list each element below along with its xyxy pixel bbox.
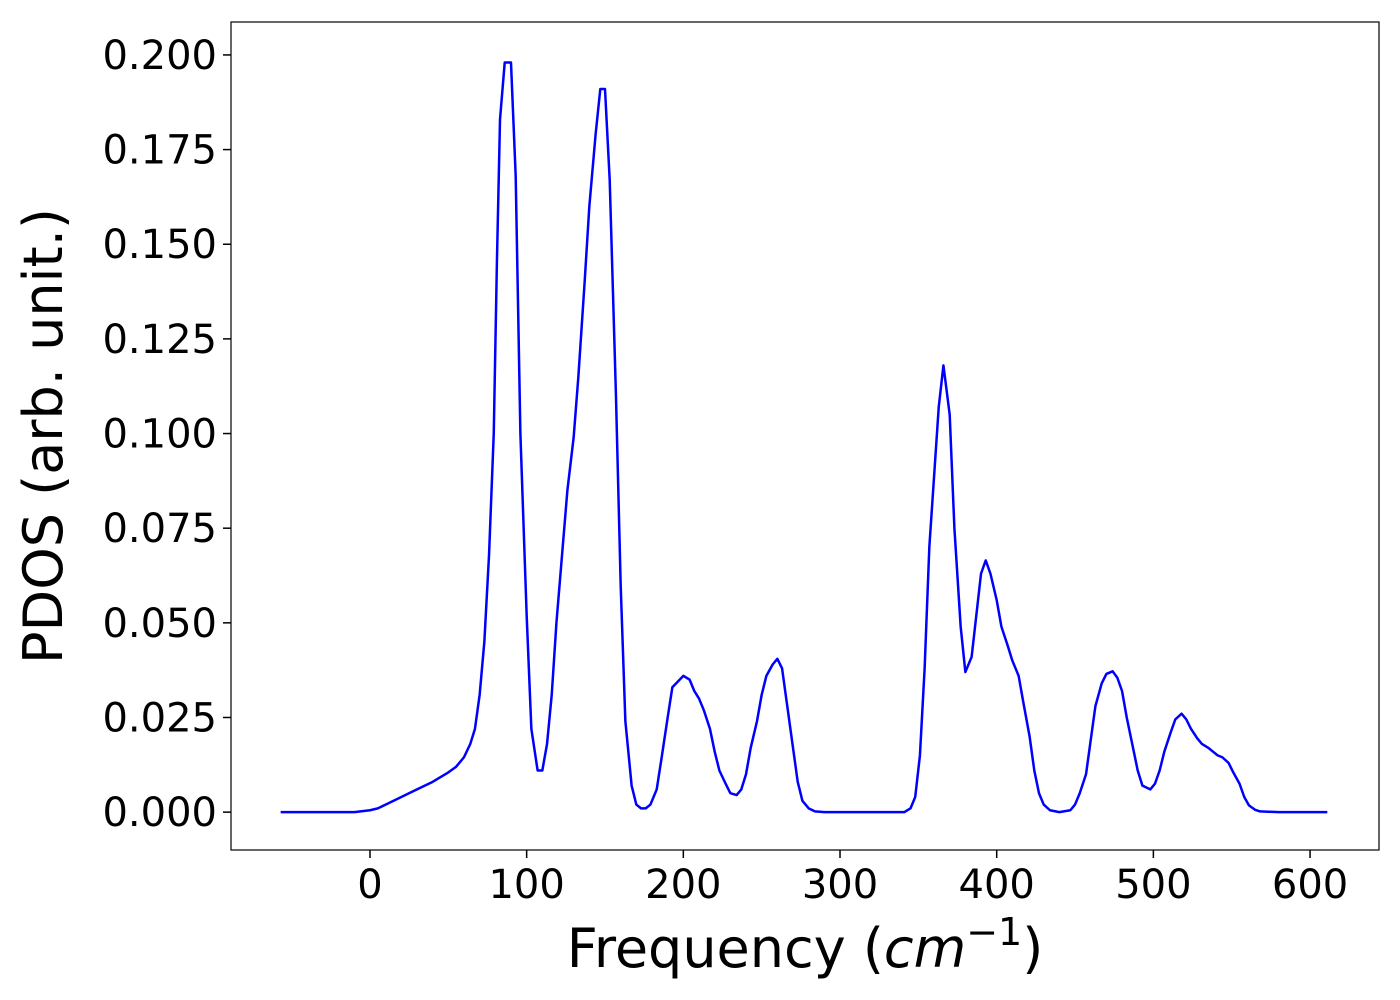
y-tick-label: 0.150 [102,222,217,268]
x-label-exponent: −1 [966,910,1022,954]
plot-frame [230,21,1380,851]
x-tick-label: 100 [488,862,564,908]
x-tick-label: 500 [1115,862,1191,908]
x-axis-label: Frequency (cm−1) [567,910,1044,980]
y-tick-label: 0.200 [102,33,217,79]
y-tick-label: 0.125 [102,317,217,363]
y-axis-label: PDOS (arb. unit.) [12,208,75,664]
y-tick-label: 0.025 [102,695,217,741]
line-series [280,61,1328,814]
x-tick-label: 400 [959,862,1035,908]
y-tick-label: 0.175 [102,128,217,174]
y-tick-label: 0.075 [102,506,217,552]
x-label-text: Frequency ( [567,917,884,980]
y-tick-label: 0.000 [102,790,217,836]
x-label-close: ) [1022,917,1043,980]
x-tick-label: 600 [1272,862,1348,908]
y-tick-label: 0.050 [102,601,217,647]
x-tick-label: 200 [645,862,721,908]
x-label-unit: cm [884,917,966,980]
x-tick-label: 0 [357,862,382,908]
x-tick-label: 300 [802,862,878,908]
y-tick-label: 0.100 [102,412,217,458]
